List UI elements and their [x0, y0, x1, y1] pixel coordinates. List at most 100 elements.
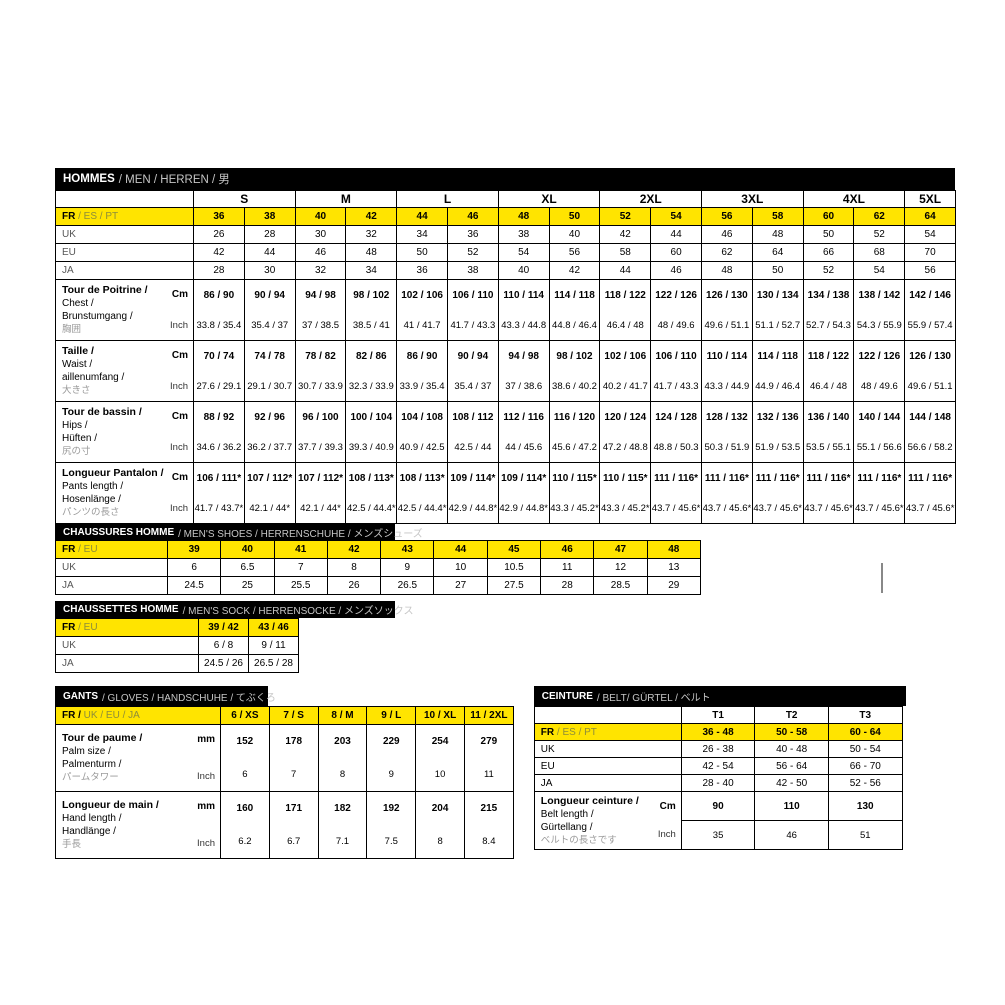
table-cell: 34 — [345, 261, 398, 280]
table-cell: 13 — [646, 558, 701, 577]
eu-row: EU 42 44 46 48 50 52 54 56 58 60 62 64 66 68 70 — [55, 243, 957, 262]
table-cell: 108 / 113* 42.5 / 44.4* — [345, 462, 398, 524]
value-cm: 138 / 142 — [858, 289, 901, 301]
value-inch: 42.5 / 44 — [454, 441, 492, 453]
table-cell: 26 — [193, 225, 245, 244]
table-cell: 254 10 — [415, 724, 465, 792]
table-cell: 32 — [294, 261, 347, 280]
table-cell: 152 6 — [220, 724, 270, 792]
table-cell: 6.5 — [220, 558, 275, 577]
men-section: HOMMES / MEN / HERREN / 男 S M L XL 2XL 3XL 4XL… — [55, 168, 957, 524]
shoes-ja-row: JA 24.5 25 25.5 26 26.5 27 27.5 28 28.5 29 — [55, 576, 701, 595]
table-cell: 122 / 126 48 / 49.6 — [650, 279, 702, 341]
value-inch: 6.7 — [287, 836, 301, 847]
value-cm: 74 / 78 — [254, 350, 285, 362]
table-cell: 26 — [326, 576, 382, 595]
value-inch: 34.6 / 36.2 — [196, 441, 242, 453]
value-cm: 110 / 114 — [503, 289, 544, 301]
table-cell: 45 — [486, 540, 542, 559]
value-inch: 44.8 / 46.4 — [552, 319, 597, 331]
table-cell: 92 / 96 36.2 / 37.7 — [243, 401, 296, 463]
row-label: JA — [533, 774, 682, 792]
belt-fr-row: FR / ES / PT 36 - 48 50 - 58 60 - 64 — [533, 723, 903, 741]
value-inch: 10 — [434, 769, 446, 780]
value-cm: 114 / 118 — [554, 289, 595, 301]
table-cell: 110 — [754, 791, 829, 821]
table-cell: 182 7.1 — [317, 791, 368, 859]
table-cell: 10 — [433, 558, 488, 577]
table-cell: 10 / XL — [415, 706, 465, 725]
value-inch: 48.8 / 50.3 — [653, 441, 699, 453]
table-cell: 50 — [396, 243, 448, 262]
value-cm: 254 — [431, 736, 449, 747]
value-cm: 111 / 116* — [908, 472, 953, 484]
table-cell: 48 — [497, 207, 550, 226]
measure-label-chest: Tour de Poitrine / Chest / Brunstumgang … — [55, 279, 194, 341]
value-cm: 111 / 116* — [704, 472, 749, 484]
size-group-cell: 5XL — [904, 190, 957, 208]
value-inch: 43.7 / 45.6* — [804, 502, 853, 514]
value-cm: 90 / 94 — [457, 350, 489, 362]
value-cm: 152 — [236, 736, 254, 747]
row-label: UK — [55, 636, 199, 655]
shoes-table: FR / EU 39 40 41 42 43 44 45 46 47 48 UK 6 6.5 7 8 9 1… — [55, 540, 701, 595]
value-cm: 102 / 106 — [604, 350, 647, 362]
socks-section-header: CHAUSSETTES HOMME / MEN'S SOCK / HERRENS… — [55, 601, 413, 618]
value-inch: 43.3 / 45.2* — [600, 502, 650, 514]
size-group-cell: XL — [497, 190, 601, 208]
belt-section-title: CEINTURE — [541, 690, 593, 702]
table-cell: 56 - 64 — [754, 757, 829, 775]
hips-row: Tour de bassin / Hips / Hüften / 尻の寸 Cm … — [55, 401, 957, 463]
table-cell: 130 — [827, 791, 903, 821]
table-cell: 88 / 92 34.6 / 36.2 — [193, 401, 245, 463]
size-group-cell: 4XL — [802, 190, 906, 208]
table-cell: 47 — [593, 540, 648, 559]
value-cm: 136 / 140 — [807, 411, 850, 423]
value-inch: 56.6 / 58.2 — [907, 441, 953, 453]
value-inch: 43.7 / 45.6* — [753, 502, 802, 514]
table-cell: 62 — [853, 207, 906, 226]
table-cell: 28 — [193, 261, 245, 280]
ja-row: JA 28 30 32 34 36 38 40 42 44 46 48 50 52 54 56 — [55, 261, 957, 280]
table-cell: 52 - 56 — [827, 774, 903, 792]
value-cm: 110 / 115* — [552, 472, 597, 484]
value-inch: 49.6 / 51.1 — [907, 380, 953, 392]
table-cell: 30 — [243, 261, 296, 280]
shoes-uk-row: UK 6 6.5 7 8 9 10 10.5 11 12 13 — [55, 558, 701, 577]
uk-row: UK 26 28 30 32 34 36 38 40 42 44 46 48 50 52 54 — [55, 225, 957, 244]
size-group-cell: L — [396, 190, 499, 208]
value-cm: 126 / 130 — [706, 289, 748, 301]
value-inch: 53.5 / 55.1 — [806, 441, 851, 453]
table-cell: 6 / XS — [220, 706, 270, 725]
table-cell: 126 / 130 49.6 / 51.1 — [904, 340, 957, 402]
value-inch: 7 — [291, 769, 297, 780]
value-inch: 51.9 / 53.5 — [755, 441, 801, 453]
table-cell: 64 — [751, 243, 804, 262]
size-chart-page: HOMMES / MEN / HERREN / 男 S M L XL 2XL 3XL 4XL… — [55, 168, 957, 859]
table-cell: 138 / 142 54.3 / 55.9 — [853, 279, 906, 341]
value-cm: 98 / 102 — [556, 350, 593, 362]
table-cell: 70 — [904, 243, 957, 262]
value-inch: 35.4 / 37 — [454, 380, 492, 392]
unit-cm: Cm — [171, 411, 188, 422]
table-cell: 48 — [345, 243, 398, 262]
value-cm: 160 — [236, 803, 254, 814]
table-cell: 38 — [447, 261, 499, 280]
value-cm: 70 / 74 — [203, 350, 235, 362]
gloves-section-header: GANTS / GLOVES / HANDSCHUHE / てぶくろ — [55, 686, 276, 706]
value-inch: 35.4 / 37 — [251, 319, 289, 331]
table-cell: 78 / 82 30.7 / 33.9 — [294, 340, 347, 402]
table-cell: 26.5 / 28 — [248, 654, 299, 673]
row-label: JA — [55, 261, 194, 280]
value-inch: 50.3 / 51.9 — [704, 441, 750, 453]
table-cell: 90 — [680, 791, 756, 821]
table-cell: 38 — [243, 207, 296, 226]
table-cell: 38 — [497, 225, 550, 244]
value-cm: 118 / 122 — [604, 289, 646, 301]
unit-inch: Inch — [170, 381, 188, 392]
value-inch: 42.1 / 44* — [300, 502, 341, 514]
table-cell: 178 7 — [268, 724, 319, 792]
table-cell: 204 8 — [415, 791, 465, 859]
